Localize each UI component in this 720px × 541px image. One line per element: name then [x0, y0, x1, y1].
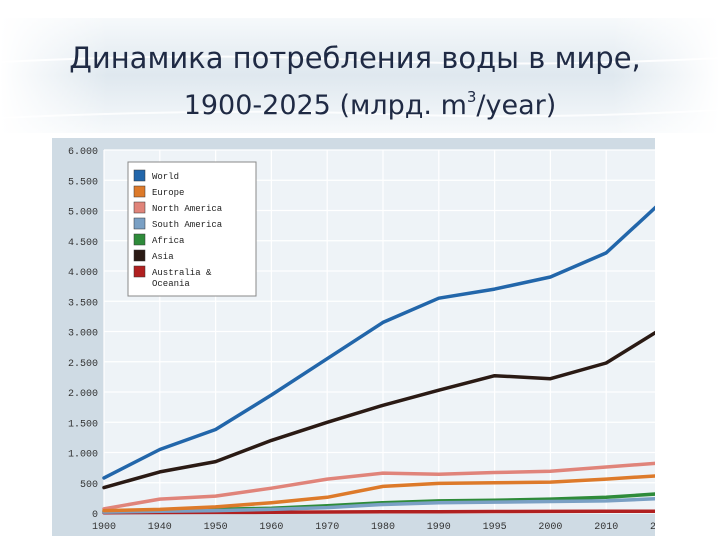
legend-label: Oceania	[152, 279, 190, 289]
series-line-north-america	[102, 461, 664, 511]
x-tick-label: 1980	[371, 522, 395, 533]
legend-label: World	[152, 172, 179, 182]
title-line-2-text: 1900-2025 (млрд. m	[183, 90, 467, 121]
y-tick-label: 4.000	[68, 268, 98, 279]
x-tick-label: 2010	[594, 522, 618, 533]
y-tick-label: 3.000	[68, 329, 98, 340]
x-tick-label: 2000	[538, 522, 562, 533]
y-tick-label: 4.500	[68, 238, 98, 249]
legend-label: South America	[152, 220, 223, 230]
series-line-asia	[102, 326, 664, 490]
legend-swatch	[133, 265, 146, 278]
legend-swatch	[133, 185, 146, 198]
series-line-europe	[102, 473, 664, 513]
header-wave-line	[0, 55, 720, 65]
legend-swatch	[133, 233, 146, 246]
x-tick-label: 1940	[148, 522, 172, 533]
series-line-world	[102, 199, 664, 480]
y-tick-label: 2.500	[68, 359, 98, 370]
series-line-south-america	[102, 496, 664, 514]
legend-label: Australia &	[152, 268, 212, 278]
legend-swatch	[133, 249, 146, 262]
line-chart: 0 500 1.000 1.500 2.000 2.500 3.000 3.500 4.000 4…	[68, 147, 674, 533]
x-tick-label: 1960	[259, 522, 283, 533]
x-tick-label: 1950	[204, 522, 228, 533]
legend-swatch	[133, 169, 146, 182]
x-tick-label: 1970	[315, 522, 339, 533]
legend-label: North America	[152, 204, 223, 214]
legend-swatch	[133, 201, 146, 214]
y-tick-label: 500	[80, 480, 98, 491]
slide-title: Динамика потребления воды в мире, 1900-2…	[0, 38, 720, 125]
y-tick-label: 3.500	[68, 298, 98, 309]
y-tick-label: 1.000	[68, 450, 98, 461]
legend: World Europe North America South America Afr…	[127, 161, 257, 297]
title-line-2-unit: /year)	[476, 90, 557, 121]
x-axis: 1900 1940 1950 1960 1970 1980 1990 1995 2000 2010…	[92, 522, 674, 533]
x-tick-label: 2025	[650, 522, 655, 533]
chart-container: 0 500 1.000 1.500 2.000 2.500 3.000 3.500 4.000 4…	[52, 138, 674, 536]
legend-label: Europe	[152, 188, 184, 198]
x-tick-label: 1995	[483, 522, 507, 533]
series-lines	[102, 199, 664, 515]
legend-label: Asia	[152, 252, 174, 262]
x-tick-label: 1990	[427, 522, 451, 533]
legend-label: Africa	[152, 236, 185, 246]
x-tick-label: 1900	[92, 522, 116, 533]
legend-swatch	[133, 217, 146, 230]
y-tick-label: 5.000	[68, 208, 98, 219]
y-tick-label: 0	[92, 510, 98, 521]
y-tick-label: 1.500	[68, 419, 98, 430]
y-tick-label: 5.500	[68, 177, 98, 188]
title-line-1: Динамика потребления воды в мире,	[69, 41, 641, 75]
y-axis: 0 500 1.000 1.500 2.000 2.500 3.000 3.500 4.000 4…	[68, 147, 98, 521]
y-tick-label: 6.000	[68, 147, 98, 158]
title-superscript: 3	[466, 88, 477, 106]
y-tick-label: 2.000	[68, 389, 98, 400]
legend-box	[127, 161, 257, 297]
title-line-2: 1900-2025 (млрд. m3/year)	[20, 78, 720, 125]
